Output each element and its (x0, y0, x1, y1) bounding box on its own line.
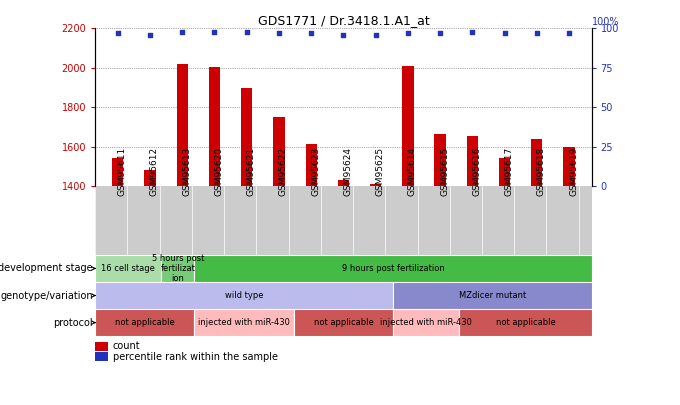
Point (145, 32, 156, 38)
Bar (194, 255, 592, 282)
Bar (95, 341, 107, 351)
Point (564, 30, 575, 36)
Bar (564, 147, 575, 405)
Text: GSM95611: GSM95611 (118, 147, 126, 196)
Bar (370, 184, 381, 405)
Bar (95, 309, 194, 336)
Point (403, 30, 413, 36)
Title: GDS1771 / Dr.3418.1.A1_at: GDS1771 / Dr.3418.1.A1_at (258, 14, 429, 27)
Text: count: count (113, 341, 140, 351)
Point (209, 28, 220, 35)
Bar (95, 352, 107, 361)
Text: GSM95618: GSM95618 (537, 147, 546, 196)
Text: not applicable: not applicable (496, 318, 556, 327)
Bar (466, 136, 478, 405)
Text: wild type: wild type (225, 291, 263, 300)
Point (338, 32, 349, 38)
Bar (209, 67, 220, 405)
Point (306, 30, 317, 36)
Bar (273, 117, 284, 405)
Text: injected with miR-430: injected with miR-430 (198, 318, 290, 327)
Text: GSM95613: GSM95613 (182, 147, 191, 196)
Text: development stage: development stage (0, 263, 92, 273)
Text: GSM95623: GSM95623 (311, 147, 320, 196)
Text: genotype/variation: genotype/variation (0, 290, 92, 301)
Point (435, 30, 445, 36)
Text: GSM95621: GSM95621 (247, 147, 256, 196)
Bar (459, 309, 592, 336)
Point (370, 32, 381, 38)
Bar (403, 66, 413, 405)
Text: 16 cell stage: 16 cell stage (101, 264, 155, 273)
Text: GSM95614: GSM95614 (408, 147, 417, 196)
Bar (194, 309, 294, 336)
Bar (531, 139, 543, 405)
Text: percentile rank within the sample: percentile rank within the sample (113, 352, 277, 362)
Point (112, 30, 123, 36)
Bar (112, 158, 123, 405)
Point (241, 28, 252, 35)
Text: not applicable: not applicable (313, 318, 373, 327)
Point (531, 30, 542, 36)
Text: GSM95622: GSM95622 (279, 147, 288, 196)
Point (177, 28, 188, 35)
Bar (294, 309, 393, 336)
Text: GSM95616: GSM95616 (473, 147, 481, 196)
Bar (161, 255, 194, 282)
Text: 100%: 100% (592, 17, 619, 27)
Text: GSM95612: GSM95612 (150, 147, 159, 196)
Text: GSM95619: GSM95619 (569, 147, 578, 196)
Text: protocol: protocol (53, 318, 92, 328)
Bar (435, 134, 446, 405)
Bar (393, 309, 459, 336)
Text: GSM95624: GSM95624 (343, 147, 352, 196)
Bar (305, 144, 317, 405)
Point (273, 30, 284, 36)
Bar (241, 88, 252, 405)
Text: GSM95615: GSM95615 (440, 147, 449, 196)
Text: not applicable: not applicable (115, 318, 175, 327)
Bar (95, 255, 161, 282)
Bar (95, 282, 393, 309)
Text: 5 hours post
fertilizat
ion: 5 hours post fertilizat ion (152, 254, 204, 283)
Text: MZdicer mutant: MZdicer mutant (459, 291, 526, 300)
Text: 9 hours post fertilization: 9 hours post fertilization (341, 264, 445, 273)
Bar (144, 170, 156, 405)
Text: GSM95617: GSM95617 (505, 147, 513, 196)
Bar (177, 64, 188, 405)
Point (499, 30, 510, 36)
Text: GSM95620: GSM95620 (214, 147, 224, 196)
Bar (499, 158, 510, 405)
Text: injected with miR-430: injected with miR-430 (380, 318, 472, 327)
Text: GSM95625: GSM95625 (375, 147, 385, 196)
Bar (338, 180, 349, 405)
Bar (393, 282, 592, 309)
Point (467, 28, 478, 35)
